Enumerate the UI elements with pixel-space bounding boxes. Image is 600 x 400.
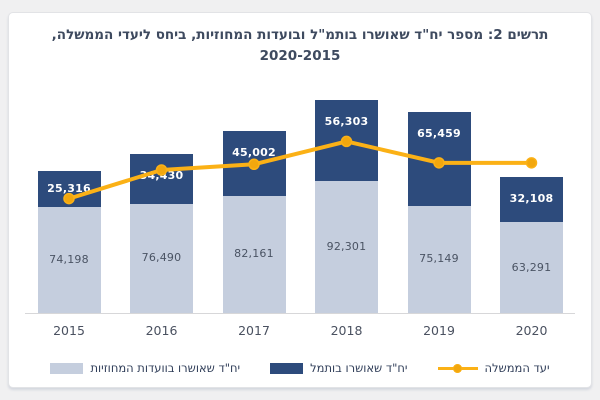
bar-segment-vatmal [500,176,563,223]
x-axis-label: 2018 [330,323,363,338]
target-line-dot [433,157,445,169]
plot-area: 74,198 25,316 2015 76,490 34,430 2016 82,161 45… [9,13,591,387]
legend-label: יעד הממשלה [484,361,550,375]
bar-value-label-vatmal: 65,459 [417,126,461,140]
bar-segment-vatmal [130,154,193,204]
bar-value-label-district: 63,291 [511,260,552,274]
legend-marker-dot [452,363,462,373]
x-axis-label: 2015 [53,323,85,338]
legend-swatch-dark-blue [270,362,304,374]
target-line-dot [525,157,538,169]
target-line-dot [155,164,168,176]
x-axis-label: 2019 [423,323,455,338]
bar-value-label-district: 75,149 [419,252,459,266]
bar-value-label-vatmal: 25,316 [47,181,91,195]
x-axis-label: 2017 [238,323,270,338]
legend-item-district-committees: יח"ד שאושרו בוועדות המחוזיות [50,361,240,375]
chart-title: תרשים 2: מספר יח"ד שאושרו בותמ"ל ובועדות… [19,25,581,67]
legend-item-government-target: יעד הממשלה [437,361,550,375]
bar-value-label-vatmal: 32,108 [509,191,554,205]
bar-value-label-district: 76,490 [141,251,182,265]
bar-value-label-district: 82,161 [234,247,274,261]
bar-segment-district-committees [315,181,378,313]
chart-title-line2: 2020-2015 [259,47,341,64]
legend: יח"ד שאושרו בוועדות המחוזיות יח"ד שאושרו… [9,359,591,377]
legend-label: יח"ד שאושרו בותמל [310,361,408,375]
bar-value-label-vatmal: 45,002 [232,146,276,160]
bar-value-label-district: 92,301 [326,240,367,253]
target-line-dot [63,192,75,205]
bar-value-label-district: 74,198 [49,252,89,266]
legend-marker-yellow-line-dot [437,363,478,374]
bar-segment-district-committees [130,203,193,313]
bar-segment-district-committees [222,195,286,313]
target-line-dot [340,135,353,148]
government-target-line [63,135,538,205]
legend-item-vatmal: יח"ד שאושרו בותמל [270,361,408,375]
x-axis-line [25,313,575,314]
target-line-dot [248,158,260,171]
bar-segment-district-committees [37,206,101,313]
x-axis-label: 2016 [145,323,178,338]
chart-card: תרשים 2: מספר יח"ד שאושרו בותמ"ל ובועדות… [8,12,592,388]
target-line-path [67,139,534,201]
legend-swatch-light-blue [50,362,84,374]
bar-segment-district-committees [407,205,471,313]
legend-label: יח"ד שאושרו בוועדות המחוזיות [90,361,241,375]
bar-segment-district-committees [500,222,563,313]
chart-title-line1: תרשים 2: מספר יח"ד שאושרו בותמ"ל ובועדות… [51,27,549,43]
x-axis-label: 2020 [515,323,548,338]
bar-value-label-vatmal: 56,303 [324,115,369,129]
